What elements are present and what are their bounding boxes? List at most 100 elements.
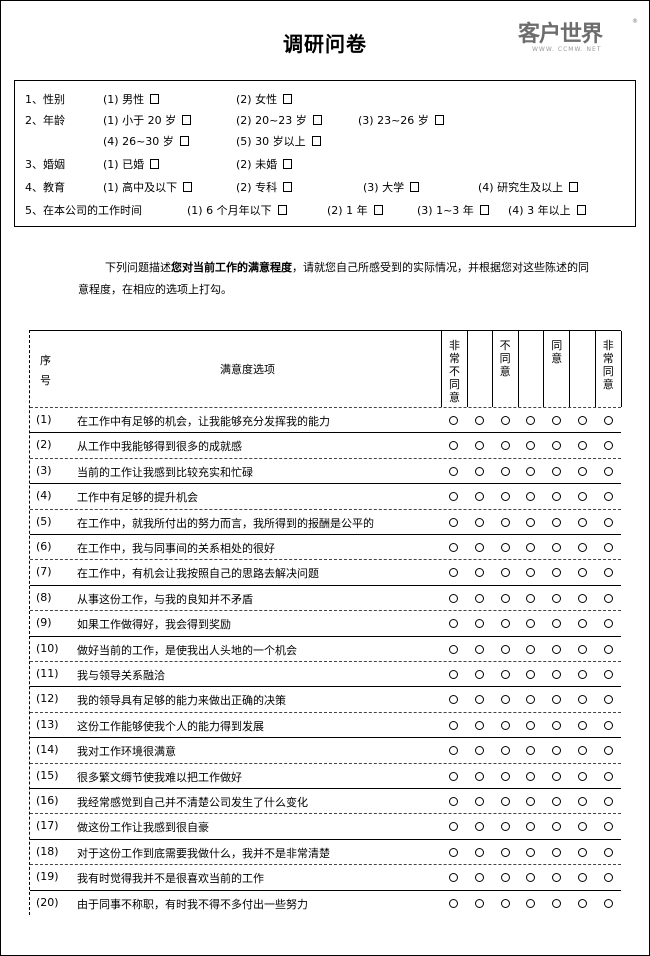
radio-option[interactable] <box>474 695 484 705</box>
radio-option[interactable] <box>603 517 613 527</box>
checkbox[interactable] <box>182 115 192 125</box>
radio-option[interactable] <box>526 517 536 527</box>
checkbox[interactable] <box>569 182 579 192</box>
radio-option[interactable] <box>603 873 613 883</box>
radio-option[interactable] <box>474 441 484 451</box>
radio-option[interactable] <box>449 695 458 705</box>
radio-option[interactable] <box>603 847 613 857</box>
radio-option[interactable] <box>526 873 536 883</box>
radio-option[interactable] <box>552 543 562 552</box>
radio-option[interactable] <box>578 593 587 603</box>
radio-option[interactable] <box>526 543 536 552</box>
radio-option[interactable] <box>449 466 458 476</box>
demographic-option[interactable]: (1) 高中及以下 <box>103 179 193 195</box>
radio-option[interactable] <box>500 492 510 502</box>
demographic-option[interactable]: (2) 20~23 岁 <box>236 112 322 128</box>
radio-option[interactable] <box>603 441 613 451</box>
radio-option[interactable] <box>552 771 562 781</box>
radio-option[interactable] <box>449 492 458 502</box>
radio-option[interactable] <box>578 466 587 476</box>
radio-option[interactable] <box>578 441 587 451</box>
radio-option[interactable] <box>500 797 510 806</box>
radio-option[interactable] <box>552 619 562 629</box>
radio-option[interactable] <box>474 466 484 476</box>
radio-option[interactable] <box>500 568 510 578</box>
radio-option[interactable] <box>552 847 562 857</box>
checkbox[interactable] <box>150 94 160 104</box>
radio-option[interactable] <box>603 898 613 908</box>
checkbox[interactable] <box>283 182 293 192</box>
radio-option[interactable] <box>449 644 458 654</box>
radio-option[interactable] <box>500 898 510 908</box>
radio-option[interactable] <box>449 543 458 552</box>
radio-option[interactable] <box>500 720 510 730</box>
radio-option[interactable] <box>552 797 562 806</box>
radio-option[interactable] <box>603 492 613 502</box>
radio-option[interactable] <box>449 898 458 908</box>
radio-option[interactable] <box>603 466 613 476</box>
radio-option[interactable] <box>474 543 484 552</box>
radio-option[interactable] <box>474 619 484 629</box>
demographic-option[interactable]: (4) 26~30 岁 <box>103 133 189 149</box>
radio-option[interactable] <box>500 543 510 552</box>
radio-option[interactable] <box>500 695 510 705</box>
radio-option[interactable] <box>552 670 562 679</box>
radio-option[interactable] <box>603 720 613 730</box>
radio-option[interactable] <box>552 720 562 730</box>
radio-option[interactable] <box>552 695 562 705</box>
radio-option[interactable] <box>526 593 536 603</box>
demographic-option[interactable]: (2) 专科 <box>236 179 293 195</box>
checkbox[interactable] <box>283 94 293 104</box>
radio-option[interactable] <box>603 619 613 629</box>
radio-option[interactable] <box>578 619 587 629</box>
checkbox[interactable] <box>434 115 444 125</box>
radio-option[interactable] <box>526 695 536 705</box>
radio-option[interactable] <box>449 619 458 629</box>
demographic-option[interactable]: (1) 男性 <box>103 91 160 107</box>
radio-option[interactable] <box>526 720 536 730</box>
radio-option[interactable] <box>449 593 458 603</box>
radio-option[interactable] <box>474 568 484 578</box>
demographic-option[interactable]: (3) 23~26 岁 <box>358 112 444 128</box>
checkbox[interactable] <box>576 205 586 215</box>
radio-option[interactable] <box>449 797 458 806</box>
radio-option[interactable] <box>552 416 562 425</box>
radio-option[interactable] <box>552 898 562 908</box>
radio-option[interactable] <box>500 847 510 857</box>
radio-option[interactable] <box>500 441 510 451</box>
radio-option[interactable] <box>526 644 536 654</box>
radio-option[interactable] <box>526 619 536 629</box>
radio-option[interactable] <box>578 492 587 502</box>
radio-option[interactable] <box>474 847 484 857</box>
radio-option[interactable] <box>449 847 458 857</box>
radio-option[interactable] <box>526 670 536 679</box>
radio-option[interactable] <box>552 441 562 451</box>
radio-option[interactable] <box>449 771 458 781</box>
radio-option[interactable] <box>526 441 536 451</box>
radio-option[interactable] <box>603 746 613 756</box>
radio-option[interactable] <box>449 416 458 425</box>
radio-option[interactable] <box>578 771 587 781</box>
radio-option[interactable] <box>474 517 484 527</box>
radio-option[interactable] <box>552 746 562 756</box>
radio-option[interactable] <box>500 644 510 654</box>
radio-option[interactable] <box>603 568 613 578</box>
radio-option[interactable] <box>474 771 484 781</box>
demographic-option[interactable]: (2) 1 年 <box>327 202 383 218</box>
checkbox[interactable] <box>283 159 293 169</box>
radio-option[interactable] <box>552 593 562 603</box>
radio-option[interactable] <box>526 771 536 781</box>
radio-option[interactable] <box>578 695 587 705</box>
radio-option[interactable] <box>500 822 510 832</box>
checkbox[interactable] <box>179 136 189 146</box>
radio-option[interactable] <box>474 797 484 806</box>
demographic-option[interactable]: (1) 已婚 <box>103 156 160 172</box>
radio-option[interactable] <box>500 466 510 476</box>
radio-option[interactable] <box>526 847 536 857</box>
radio-option[interactable] <box>449 822 458 832</box>
checkbox[interactable] <box>277 205 287 215</box>
radio-option[interactable] <box>603 822 613 832</box>
radio-option[interactable] <box>552 517 562 527</box>
radio-option[interactable] <box>474 416 484 425</box>
radio-option[interactable] <box>603 771 613 781</box>
